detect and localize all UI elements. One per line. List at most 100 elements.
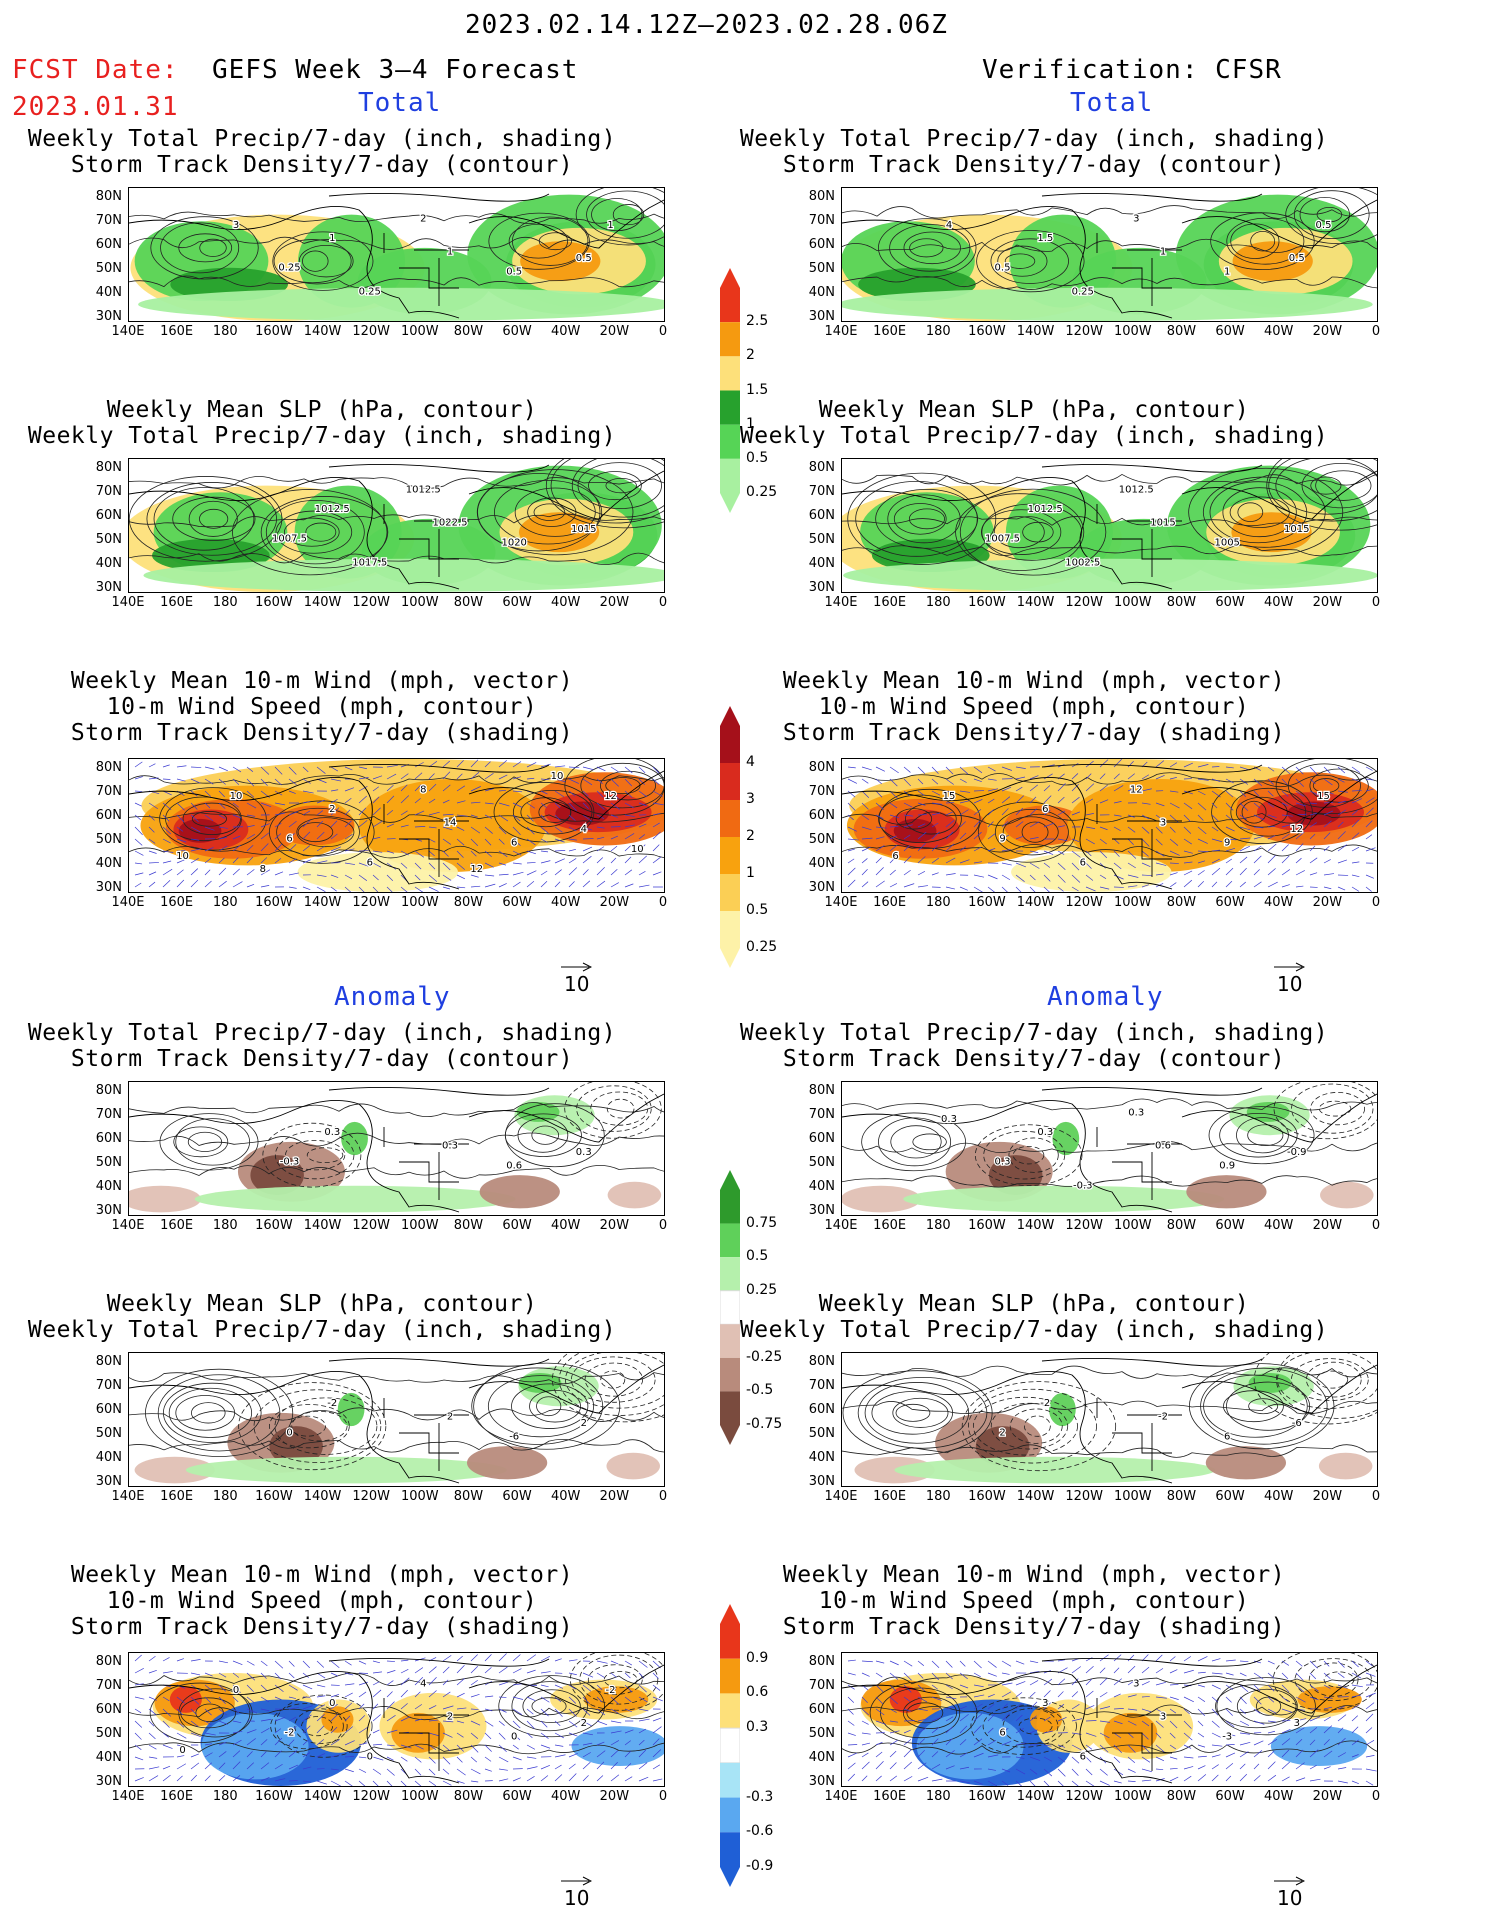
- latitude-label: 40N: [95, 1450, 122, 1465]
- contour-label: 0.6: [506, 1160, 522, 1171]
- contour-label: -2: [1158, 1412, 1168, 1423]
- contour-label: 0.3: [1037, 1127, 1053, 1138]
- map-fc-ano-slp: -2 0 2 -6 2: [128, 1352, 665, 1487]
- contour-label: 0.3: [576, 1147, 592, 1158]
- contour-label: 0: [179, 1745, 185, 1756]
- contour-label: 2: [581, 1418, 587, 1429]
- colorbar-segment: [720, 1832, 740, 1867]
- contour-label: 0: [329, 1698, 335, 1709]
- longitude-label: 160E: [160, 1218, 194, 1233]
- contour-label: -2: [1040, 1398, 1050, 1409]
- longitude-label: 160E: [160, 895, 194, 910]
- longitude-label: 100W: [1113, 324, 1152, 339]
- latitude-label: 40N: [95, 1750, 122, 1765]
- shading-region: [297, 852, 459, 892]
- longitude-label: 100W: [400, 895, 439, 910]
- colorbar-segment: [720, 1762, 740, 1798]
- shading-region: [889, 1686, 922, 1713]
- latitude-label: 70N: [95, 484, 122, 499]
- longitude-label: 100W: [1113, 595, 1152, 610]
- longitude-label: 0: [1371, 1789, 1381, 1804]
- latitude-label: 50N: [95, 1726, 122, 1741]
- longitude-label: 160W: [255, 1789, 293, 1804]
- contour-label: 4: [420, 1678, 426, 1689]
- contour-label: -2: [606, 1685, 616, 1696]
- longitude-label: 120W: [352, 324, 390, 339]
- contour-label: 6: [511, 837, 517, 848]
- contour-label: 14: [444, 818, 457, 829]
- longitude-label: 40W: [1264, 595, 1294, 610]
- longitude-label: 60W: [1215, 595, 1245, 610]
- shading-region: [1232, 241, 1313, 282]
- longitude-label: 160W: [255, 595, 293, 610]
- longitude-label: 100W: [400, 1218, 439, 1233]
- latitude-label: 60N: [808, 1402, 835, 1417]
- colorbar-segment: [720, 800, 740, 837]
- shading-region: [1270, 1726, 1368, 1767]
- map-fc-tot-precip: 1 0.25 1 0.5 0.5 0.25 2 3 1: [128, 187, 665, 322]
- contour-label: 0.5: [576, 253, 592, 264]
- longitude-label: 160W: [968, 324, 1006, 339]
- latitude-label: 80N: [808, 189, 835, 204]
- longitude-label: 180: [212, 1218, 238, 1233]
- shading-region: [341, 1121, 368, 1156]
- colorbar-tick-label: 3: [746, 791, 755, 807]
- longitude-label: 20W: [599, 595, 630, 610]
- shading-region: [1205, 1446, 1287, 1480]
- panel-title: Weekly Mean SLP (hPa, contour) Weekly Tot…: [27, 397, 617, 449]
- latitude-label: 70N: [808, 784, 835, 799]
- latitude-label: 30N: [95, 309, 122, 324]
- longitude-label: 0: [658, 895, 668, 910]
- contour-label: -3: [1222, 1731, 1232, 1742]
- shading-region: [520, 241, 601, 282]
- contour-label: 1: [329, 233, 335, 244]
- longitude-label: 80W: [453, 1489, 484, 1504]
- longitude-label: 140E: [111, 1218, 145, 1233]
- longitude-label: 80W: [1166, 324, 1197, 339]
- longitude-label: 0: [1371, 324, 1381, 339]
- contour-label: -0.9: [1287, 1147, 1307, 1158]
- contour-label: 0.5: [995, 262, 1011, 273]
- contour-label: 3: [1160, 1712, 1166, 1723]
- contour-label: 0: [511, 1731, 517, 1742]
- longitude-label: 60W: [1215, 1489, 1245, 1504]
- latitude-label: 50N: [808, 532, 835, 547]
- contour-label: 1017.5: [352, 557, 387, 568]
- longitude-label: 160W: [255, 895, 293, 910]
- longitude-label: 140E: [111, 595, 145, 610]
- contour-label: 9: [1224, 837, 1230, 848]
- longitude-label: 0: [1371, 1218, 1381, 1233]
- colorbar-segment: [720, 837, 740, 874]
- latitude-label: 80N: [808, 1654, 835, 1669]
- longitude-label: 80W: [1166, 895, 1197, 910]
- contour-lines: [842, 459, 1377, 576]
- contour-label: 0.25: [359, 286, 381, 297]
- fcst-label: FCST Date:: [12, 55, 179, 85]
- shading-region: [1004, 805, 1085, 846]
- panel-title: Weekly Mean 10-m Wind (mph, vector) 10-m …: [782, 668, 1286, 746]
- contour-label: 0.3: [941, 1114, 957, 1125]
- longitude-label: 80W: [453, 1789, 484, 1804]
- longitude-label: 140W: [303, 1489, 342, 1504]
- longitude-label: 120W: [1065, 1489, 1103, 1504]
- longitude-label: 140E: [111, 324, 145, 339]
- colorbar-segment: [720, 1624, 740, 1659]
- latitude-label: 30N: [95, 580, 122, 595]
- contour-label: 6: [999, 1727, 1005, 1738]
- contour-label: 1: [1160, 247, 1166, 258]
- latitude-label: 70N: [95, 1378, 122, 1393]
- contour-label: 0.9: [1219, 1160, 1235, 1171]
- latitude-label: 40N: [808, 1450, 835, 1465]
- longitude-label: 180: [212, 595, 238, 610]
- longitude-label: 160E: [160, 1789, 194, 1804]
- longitude-label: 40W: [1264, 1218, 1294, 1233]
- longitude-label: 60W: [502, 1489, 532, 1504]
- forecast-product-title: GEFS Week 3–4 Forecast: [212, 55, 579, 85]
- colorbar-tick-label: 2.5: [746, 313, 769, 330]
- longitude-label: 160W: [255, 1218, 293, 1233]
- colorbar-tick-label: -0.75: [746, 1416, 783, 1432]
- longitude-label: 180: [925, 595, 951, 610]
- longitude-label: 160W: [968, 1489, 1006, 1504]
- panel-title: Weekly Total Precip/7-day (inch, shading…: [27, 126, 617, 178]
- colorbar-segment: [719, 1290, 741, 1325]
